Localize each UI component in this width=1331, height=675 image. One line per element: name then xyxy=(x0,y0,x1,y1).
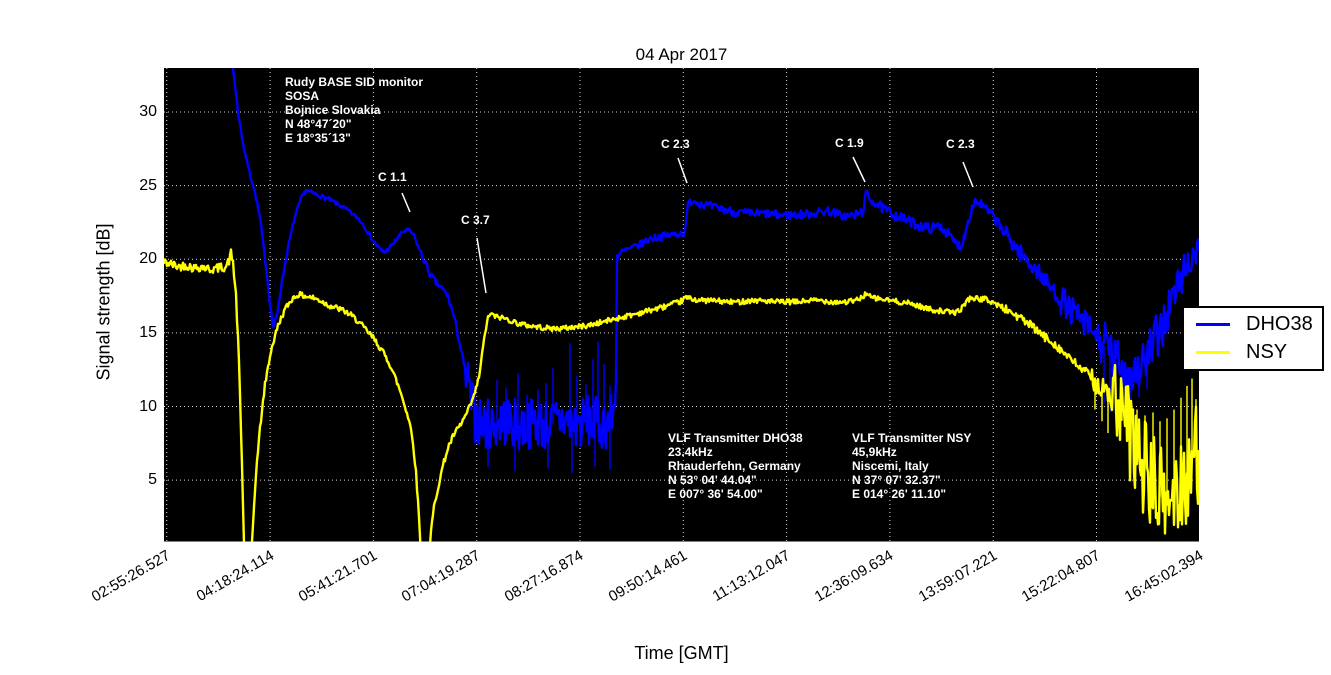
x-axis-label: Time [GMT] xyxy=(634,643,729,663)
y-tick-label: 15 xyxy=(139,323,157,341)
chart-title: 04 Apr 2017 xyxy=(635,45,728,64)
station-info: Rudy BASE SID monitor SOSA Bojnice Slovaki… xyxy=(285,75,423,145)
transmitter-info-line: 45,9kHz xyxy=(852,445,897,459)
transmitter-info-line: N 53° 04' 44.04" xyxy=(668,473,757,487)
flare-callout-line xyxy=(677,157,688,184)
transmitter-info-line: E 014° 26' 11.10" xyxy=(852,487,947,501)
flare-callout-line xyxy=(852,156,866,183)
y-tick-label: 25 xyxy=(139,176,157,194)
station-info-line: Bojnice Slovakia xyxy=(285,103,381,117)
station-info-line: SOSA xyxy=(285,89,320,103)
station-info-line: Rudy BASE SID monitor xyxy=(285,75,424,89)
legend-entry-label: NSY xyxy=(1246,341,1288,363)
y-tick-label: 5 xyxy=(148,471,157,489)
flare-label: C 2.3 xyxy=(661,137,690,151)
flare-label: C 1.1 xyxy=(378,170,407,184)
transmitter-info-nsy: VLF Transmitter NSY 45,9kHz Niscemi, Italy… xyxy=(852,431,971,501)
y-axis-label: Signal strength [dB] xyxy=(93,223,114,381)
legend-box: DHO38 NSY xyxy=(1182,306,1324,371)
grid xyxy=(164,68,1201,542)
transmitter-info-line: VLF Transmitter DHO38 xyxy=(668,431,803,445)
y-tick-label: 10 xyxy=(139,397,157,415)
transmitter-info-line: VLF Transmitter NSY xyxy=(852,431,972,445)
legend-line-sample xyxy=(1196,323,1230,326)
transmitter-info-line: Rhauderfehn, Germany xyxy=(668,459,801,473)
series-dho38 xyxy=(231,68,1199,473)
flare-callout-line xyxy=(962,161,974,188)
series-nsy-line xyxy=(164,248,1199,542)
series-dho38-line xyxy=(231,68,1199,451)
legend-entry: NSY xyxy=(1184,341,1322,364)
y-tick-label: 20 xyxy=(139,250,157,268)
flare-label: C 2.3 xyxy=(946,137,975,151)
transmitter-info-dho38: VLF Transmitter DHO38 23.4kHz Rhauderfehn,… xyxy=(668,431,803,501)
station-info-line: E 18°35´13" xyxy=(285,131,351,145)
legend-entry: DHO38 xyxy=(1184,313,1322,336)
station-info-line: N 48°47´20" xyxy=(285,117,352,131)
flare-label: C 1.9 xyxy=(835,136,864,150)
transmitter-info-line: 23.4kHz xyxy=(668,445,713,459)
transmitter-info-line: E 007° 36' 54.00" xyxy=(668,487,763,501)
y-tick-label: 30 xyxy=(139,103,157,120)
legend-line-sample xyxy=(1196,351,1230,354)
legend-entry-label: DHO38 xyxy=(1246,313,1313,335)
flare-label: C 3.7 xyxy=(461,213,490,227)
transmitter-info-line: Niscemi, Italy xyxy=(852,459,929,473)
flare-callout-line xyxy=(476,237,487,294)
transmitter-info-line: N 37° 07' 32.37" xyxy=(852,473,941,487)
series-nsy xyxy=(164,248,1199,542)
flare-callout-line xyxy=(401,192,411,213)
